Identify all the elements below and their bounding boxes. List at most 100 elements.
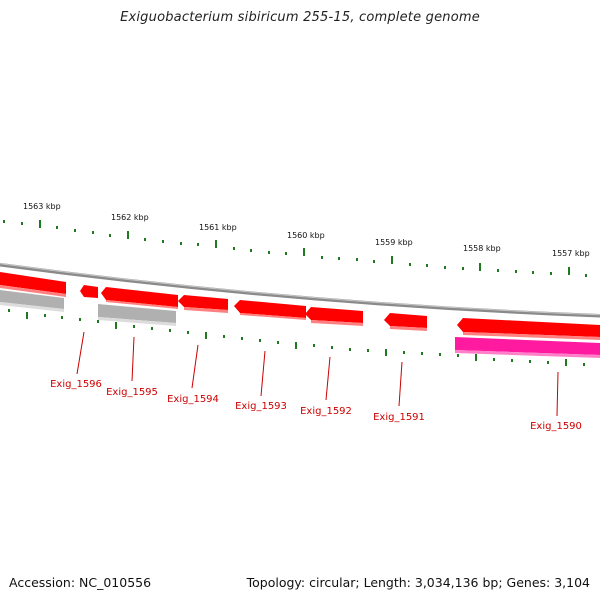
tick-major	[127, 231, 129, 239]
gene-exig-1589	[457, 318, 600, 337]
genome-backbone	[0, 262, 600, 318]
tick-minor	[8, 309, 10, 312]
tick-minor	[268, 251, 270, 254]
accession-text: Accession: NC_010556	[9, 575, 152, 590]
scale-label: 1560 kbp	[287, 231, 325, 240]
tick-minor	[250, 249, 252, 252]
gene-exig-1589-edge	[463, 332, 600, 340]
gene-label: Exig_1590	[530, 421, 582, 432]
tick-minor	[197, 243, 199, 246]
gene-exig-1593	[234, 300, 306, 318]
gene-exig-1594	[178, 295, 228, 310]
tick-major	[391, 256, 393, 264]
tick-minor	[162, 240, 164, 243]
tick-major	[568, 267, 570, 275]
gene-exig-1595	[98, 304, 176, 323]
gene-gray-left	[0, 290, 64, 309]
scale-label: 1563 kbp	[23, 202, 61, 211]
gene-small	[80, 285, 98, 298]
tick-major	[26, 312, 28, 319]
tick-minor	[462, 267, 464, 270]
tick-minor	[277, 341, 279, 344]
tick-minor	[313, 344, 315, 347]
leader-line	[556, 371, 559, 417]
gene-exig-1594-edge	[184, 307, 228, 313]
gene-label: Exig_1595	[106, 387, 158, 398]
gene-exig-1597-edge	[0, 285, 66, 297]
gene-exig-1590-edge	[455, 350, 600, 358]
tick-major	[205, 332, 207, 339]
gene-exig-1592-edge	[311, 320, 363, 326]
tick-minor	[457, 354, 459, 357]
tick-minor	[532, 271, 534, 274]
tick-minor	[349, 348, 351, 351]
tick-minor	[169, 329, 171, 332]
tick-major	[215, 240, 217, 248]
tick-major	[479, 263, 481, 271]
gene-exig-1593-edge	[240, 313, 306, 320]
tick-major	[565, 359, 567, 366]
tick-major	[475, 354, 477, 361]
tick-minor	[180, 242, 182, 245]
gene-label: Exig_1591	[373, 412, 425, 423]
tick-minor	[331, 346, 333, 349]
tick-minor	[511, 359, 513, 362]
tick-minor	[515, 270, 517, 273]
leader-line	[325, 356, 331, 401]
tick-minor	[97, 320, 99, 323]
leader-line	[191, 344, 199, 389]
tick-minor	[187, 331, 189, 334]
scale-label: 1558 kbp	[463, 244, 501, 253]
tick-minor	[21, 222, 23, 225]
tick-minor	[493, 358, 495, 361]
tick-major	[115, 322, 117, 329]
tick-minor	[421, 352, 423, 355]
gene-exig-1596	[101, 287, 178, 307]
tick-minor	[367, 349, 369, 352]
tick-minor	[497, 269, 499, 272]
leader-line	[398, 361, 403, 407]
tick-minor	[79, 318, 81, 321]
gene-exig-1596-edge	[106, 300, 178, 309]
tick-minor	[44, 314, 46, 317]
gene-label: Exig_1596	[50, 379, 102, 390]
gene-exig-1591-edge	[390, 326, 427, 331]
leader-line	[260, 350, 266, 397]
leader-line	[131, 336, 135, 382]
scale-label: 1561 kbp	[199, 223, 237, 232]
tick-major	[39, 220, 41, 228]
tick-minor	[338, 257, 340, 260]
gene-exig-1591	[384, 313, 427, 328]
tick-minor	[321, 256, 323, 259]
scale-label: 1557 kbp	[552, 249, 590, 258]
tick-minor	[585, 274, 587, 277]
scale-label: 1562 kbp	[111, 213, 149, 222]
upper-tick-row	[3, 220, 587, 277]
leader-line	[76, 331, 85, 375]
genome-summary: Topology: circular; Length: 3,034,136 bp…	[246, 575, 590, 590]
genome-backbone-highlight	[0, 263, 600, 316]
tick-minor	[144, 238, 146, 241]
tick-minor	[373, 260, 375, 263]
tick-minor	[529, 360, 531, 363]
gene-gray-left-edge	[0, 302, 64, 312]
gene-exig-1592	[305, 307, 363, 323]
tick-minor	[439, 353, 441, 356]
tick-minor	[241, 337, 243, 340]
tick-major	[303, 248, 305, 256]
tick-minor	[133, 325, 135, 328]
tick-minor	[583, 363, 585, 366]
tick-minor	[285, 252, 287, 255]
tick-minor	[409, 263, 411, 266]
tick-minor	[56, 226, 58, 229]
tick-major	[385, 349, 387, 356]
tick-minor	[3, 220, 5, 223]
tick-minor	[223, 335, 225, 338]
tick-minor	[233, 247, 235, 250]
scale-label: 1559 kbp	[375, 238, 413, 247]
tick-minor	[403, 351, 405, 354]
tick-minor	[547, 361, 549, 364]
tick-minor	[74, 229, 76, 232]
tick-minor	[426, 264, 428, 267]
